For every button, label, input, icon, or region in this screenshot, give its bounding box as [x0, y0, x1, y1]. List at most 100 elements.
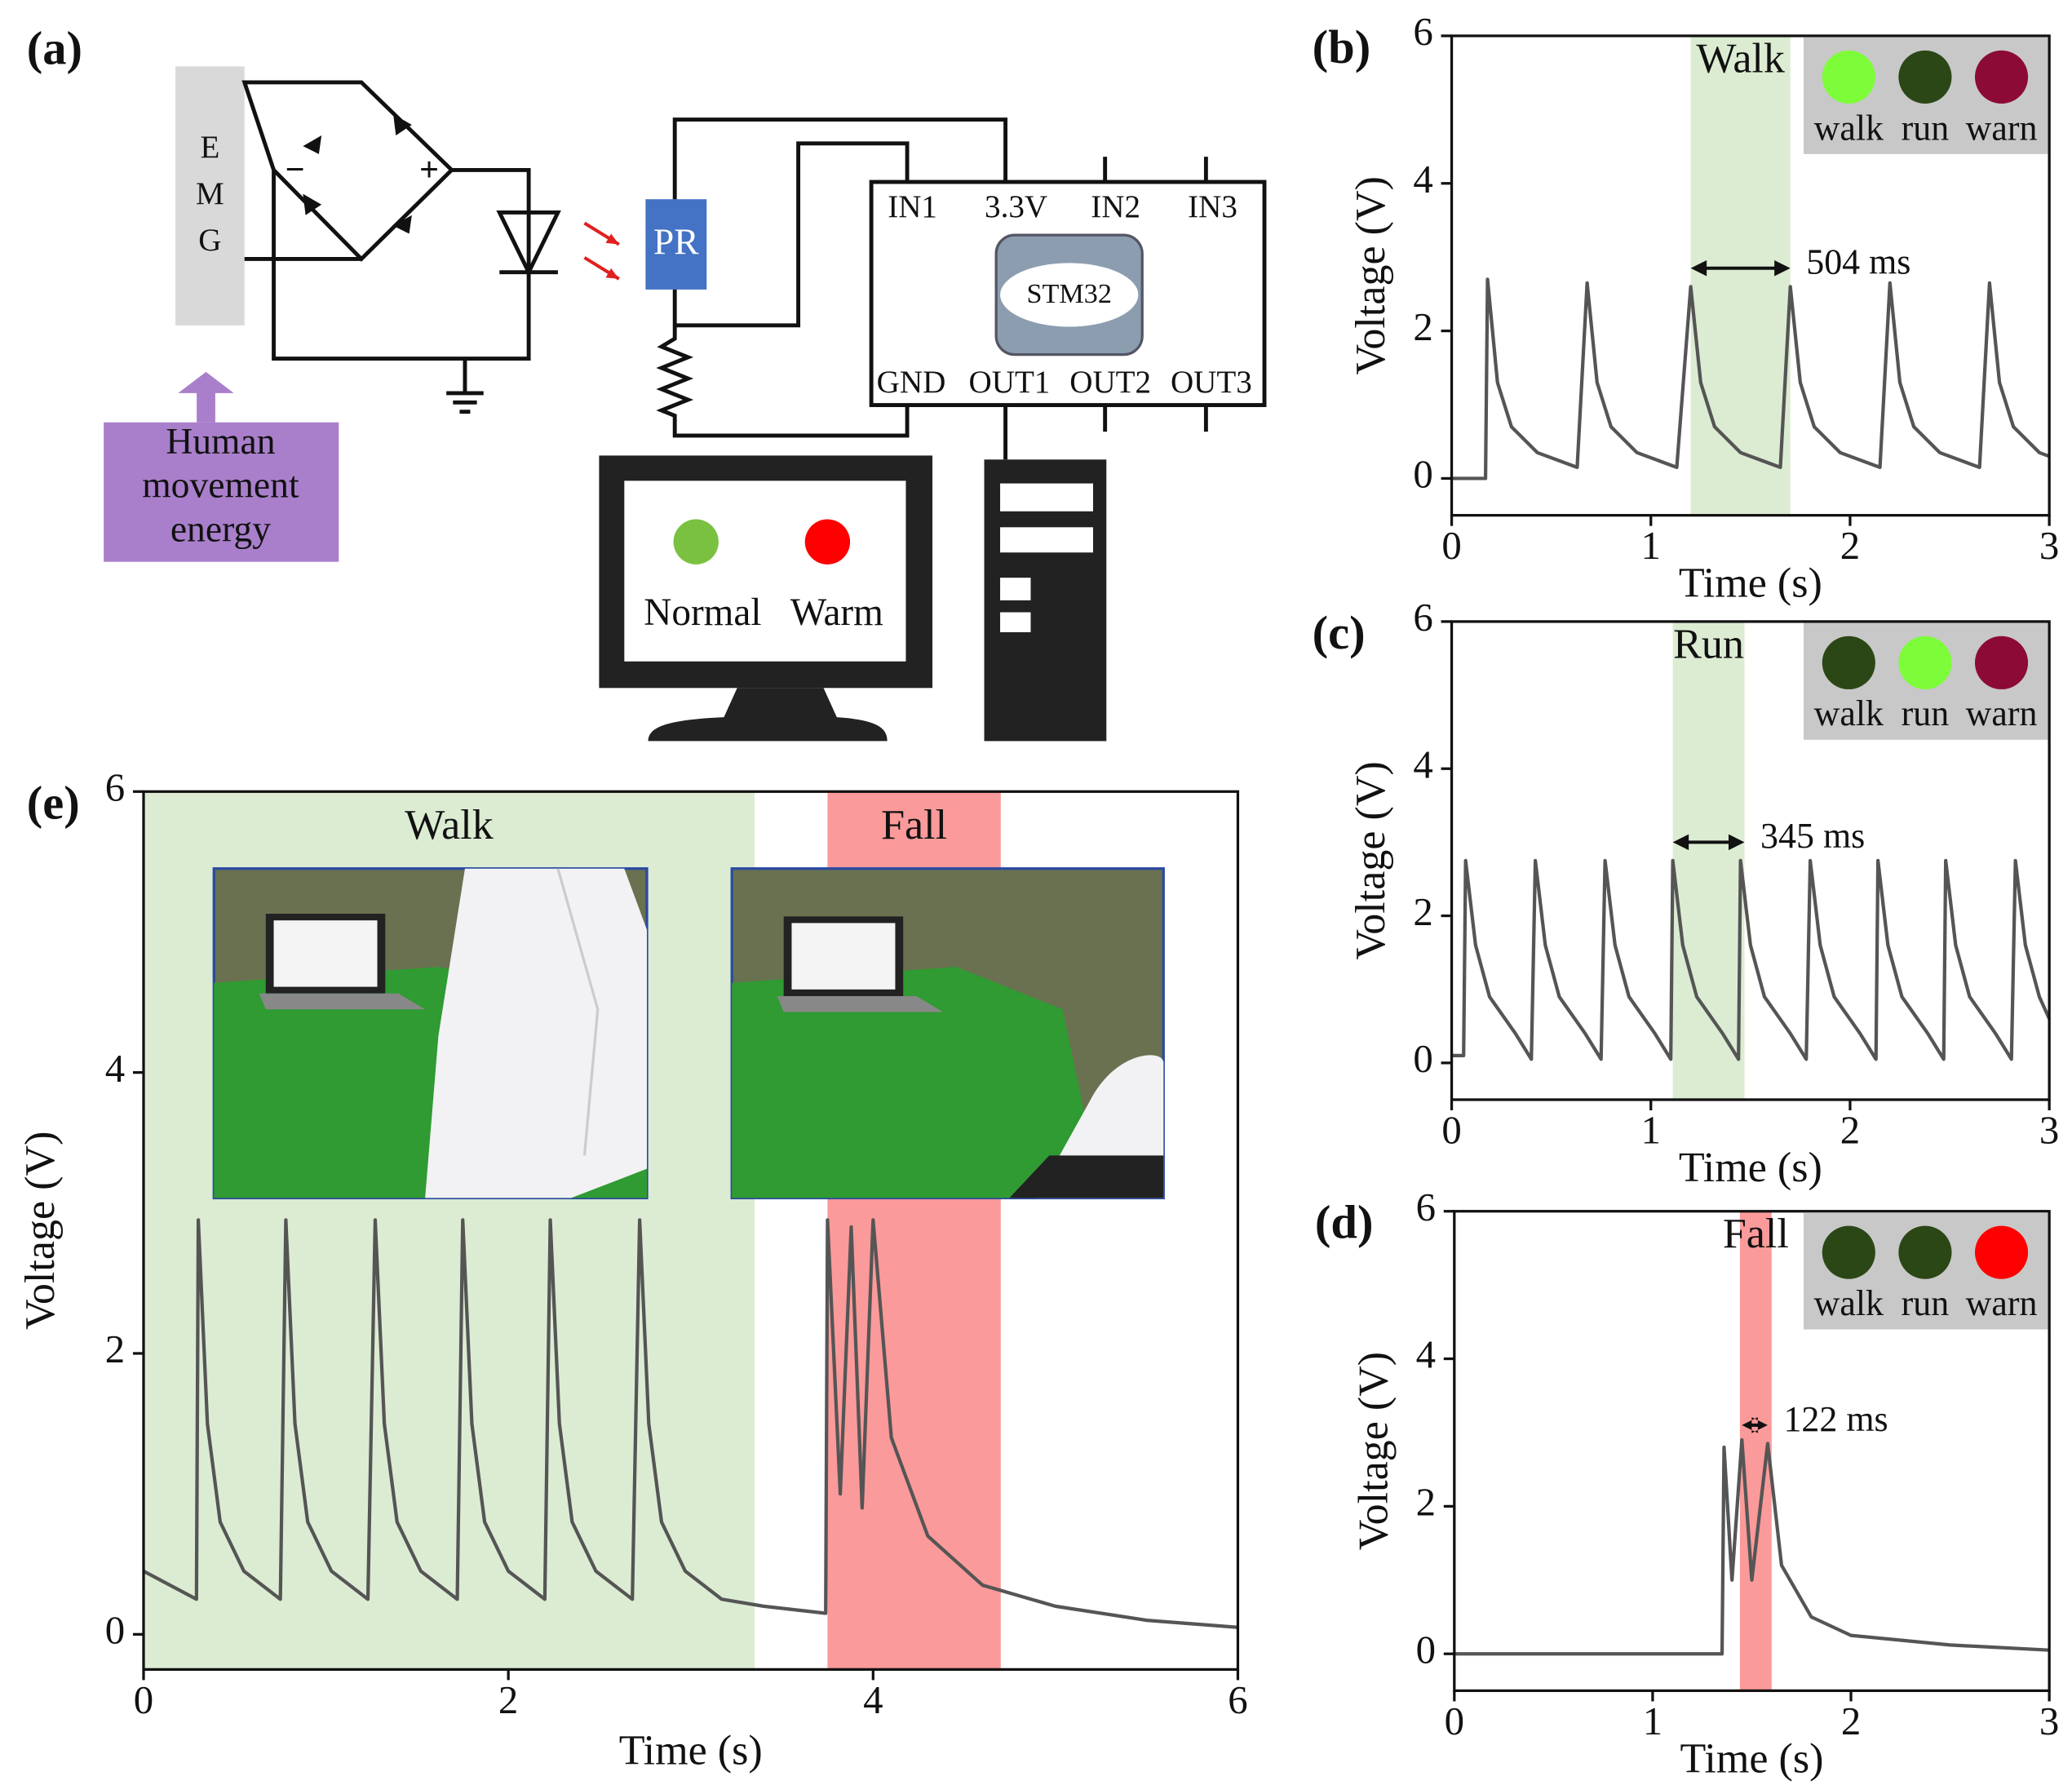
- normal-light: [673, 519, 719, 565]
- mcu-board: [869, 179, 1267, 407]
- y-tick-label: 6: [1416, 1185, 1436, 1229]
- diode: [303, 114, 412, 234]
- pin-label: 3.3V: [985, 189, 1047, 224]
- region-label: Fall: [881, 802, 947, 848]
- photoresistor: [645, 199, 707, 290]
- light-arrow: [583, 221, 620, 281]
- x-tick-label: 2: [498, 1677, 518, 1722]
- indicator-label: run: [1902, 108, 1950, 148]
- plot-frame: [142, 790, 1240, 1671]
- x-axis-label: Time (s): [619, 1728, 763, 1774]
- chip-face: [1000, 263, 1139, 327]
- x-tick-label: 2: [1840, 523, 1860, 568]
- data-line: [143, 1218, 1238, 1629]
- plus: +: [419, 150, 439, 188]
- panel-label: (b): [1313, 20, 1371, 73]
- y-tick-label: 0: [1416, 1627, 1436, 1672]
- y-tick-label: 4: [105, 1046, 125, 1091]
- interval-label: 345 ms: [1760, 816, 1865, 856]
- panel-label: (e): [27, 776, 80, 829]
- y-tick-label: 6: [1413, 595, 1432, 640]
- photo: [730, 867, 1165, 1200]
- indicator-light: [1974, 636, 2029, 689]
- indicator-light: [1974, 50, 2029, 104]
- data-line: [1451, 858, 2052, 1061]
- indicator-light: [1822, 1225, 1875, 1279]
- x-tick-label: 0: [1445, 1699, 1464, 1743]
- chart: Run 0 1 2 3 0 2 4 6 Time (s) Voltage (V) (c) 345 ms w…: [1313, 595, 2060, 1191]
- pin-label: IN1: [888, 189, 937, 224]
- plot-frame: [1453, 1210, 2051, 1693]
- minus: −: [286, 150, 305, 188]
- indicator-label: walk: [1814, 1283, 1884, 1323]
- region-label: Walk: [1696, 35, 1786, 82]
- screen-text: Normal: [644, 591, 761, 634]
- chart: Walk 0 1 2 3 0 2 4 6 Time (s) Voltage (V) (b) 504 ms…: [1313, 9, 2060, 606]
- light-arrow-head: [605, 233, 619, 279]
- highlight-region: [1672, 621, 1745, 1100]
- y-tick-label: 6: [1413, 9, 1432, 54]
- y-tick-label: 2: [1413, 304, 1432, 349]
- screen-text: Warm: [790, 591, 883, 634]
- wire: [241, 80, 531, 414]
- indicator-light: [1822, 50, 1875, 104]
- indicator-label: warn: [1966, 1283, 2038, 1323]
- interval-label: 504 ms: [1806, 242, 1910, 282]
- drive-bay: [1000, 483, 1094, 512]
- emg-text: G: [198, 223, 221, 258]
- indicator-label: warn: [1966, 693, 2038, 733]
- pin-label: IN3: [1188, 189, 1237, 224]
- source-arrow: [178, 371, 234, 423]
- region-label: Fall: [1723, 1211, 1789, 1257]
- drive-bay: [1000, 527, 1094, 553]
- x-axis-label: Time (s): [1680, 1735, 1823, 1782]
- y-tick-label: 6: [105, 764, 125, 809]
- indicator-light: [1822, 636, 1875, 689]
- panel-label: (d): [1315, 1196, 1374, 1249]
- x-axis-label: Time (s): [1679, 1145, 1822, 1191]
- data-line: [1451, 277, 2050, 481]
- pin-label: IN2: [1091, 189, 1140, 224]
- panel-label: (a): [27, 22, 82, 75]
- y-tick-label: 0: [1413, 452, 1432, 497]
- y-axis-label: Voltage (V): [1348, 176, 1394, 374]
- pin-label: GND: [877, 365, 946, 400]
- y-tick-label: 4: [1413, 157, 1432, 202]
- indicator-light: [1898, 50, 1952, 104]
- wire: [656, 117, 1208, 460]
- y-tick-label: 0: [105, 1608, 125, 1653]
- region-label: Walk: [405, 802, 494, 848]
- source-text: energy: [170, 507, 271, 549]
- zener-diode: [496, 210, 561, 277]
- photo: [212, 867, 649, 1200]
- indicator-label: run: [1902, 1283, 1950, 1323]
- x-tick-label: 3: [2039, 523, 2059, 568]
- y-tick-label: 4: [1413, 742, 1432, 786]
- monitor-stand: [648, 688, 888, 742]
- emg-text: E: [200, 130, 219, 165]
- plot-frame: [1450, 34, 2051, 517]
- screen: [624, 481, 906, 662]
- y-tick-label: 2: [1416, 1480, 1436, 1525]
- source-box: [104, 422, 339, 562]
- button: [1000, 612, 1031, 632]
- pr-label: PR: [653, 221, 699, 263]
- y-tick-label: 2: [105, 1327, 125, 1371]
- indicator-light: [1974, 1225, 2029, 1279]
- indicator-light: [1898, 636, 1952, 689]
- charts: Walk 0 1 2 3 0 2 4 6 Time (s) Voltage (V) (b) 504 ms…: [17, 9, 2060, 1782]
- arrow-head: [1742, 1417, 1768, 1433]
- y-axis-label: Voltage (V): [1350, 1352, 1397, 1550]
- highlight-region: [1690, 35, 1791, 516]
- x-tick-label: 6: [1228, 1677, 1247, 1722]
- pin-label: OUT2: [1069, 365, 1151, 400]
- emg-text: M: [196, 176, 224, 211]
- x-tick-label: 0: [134, 1677, 153, 1722]
- x-tick-label: 1: [1643, 1699, 1662, 1743]
- arrow-head: [1672, 834, 1745, 851]
- panel-label: (c): [1313, 606, 1366, 659]
- data-line: [1454, 1437, 2050, 1656]
- indicator-label: warn: [1966, 108, 2038, 148]
- x-tick-label: 3: [2039, 1699, 2059, 1743]
